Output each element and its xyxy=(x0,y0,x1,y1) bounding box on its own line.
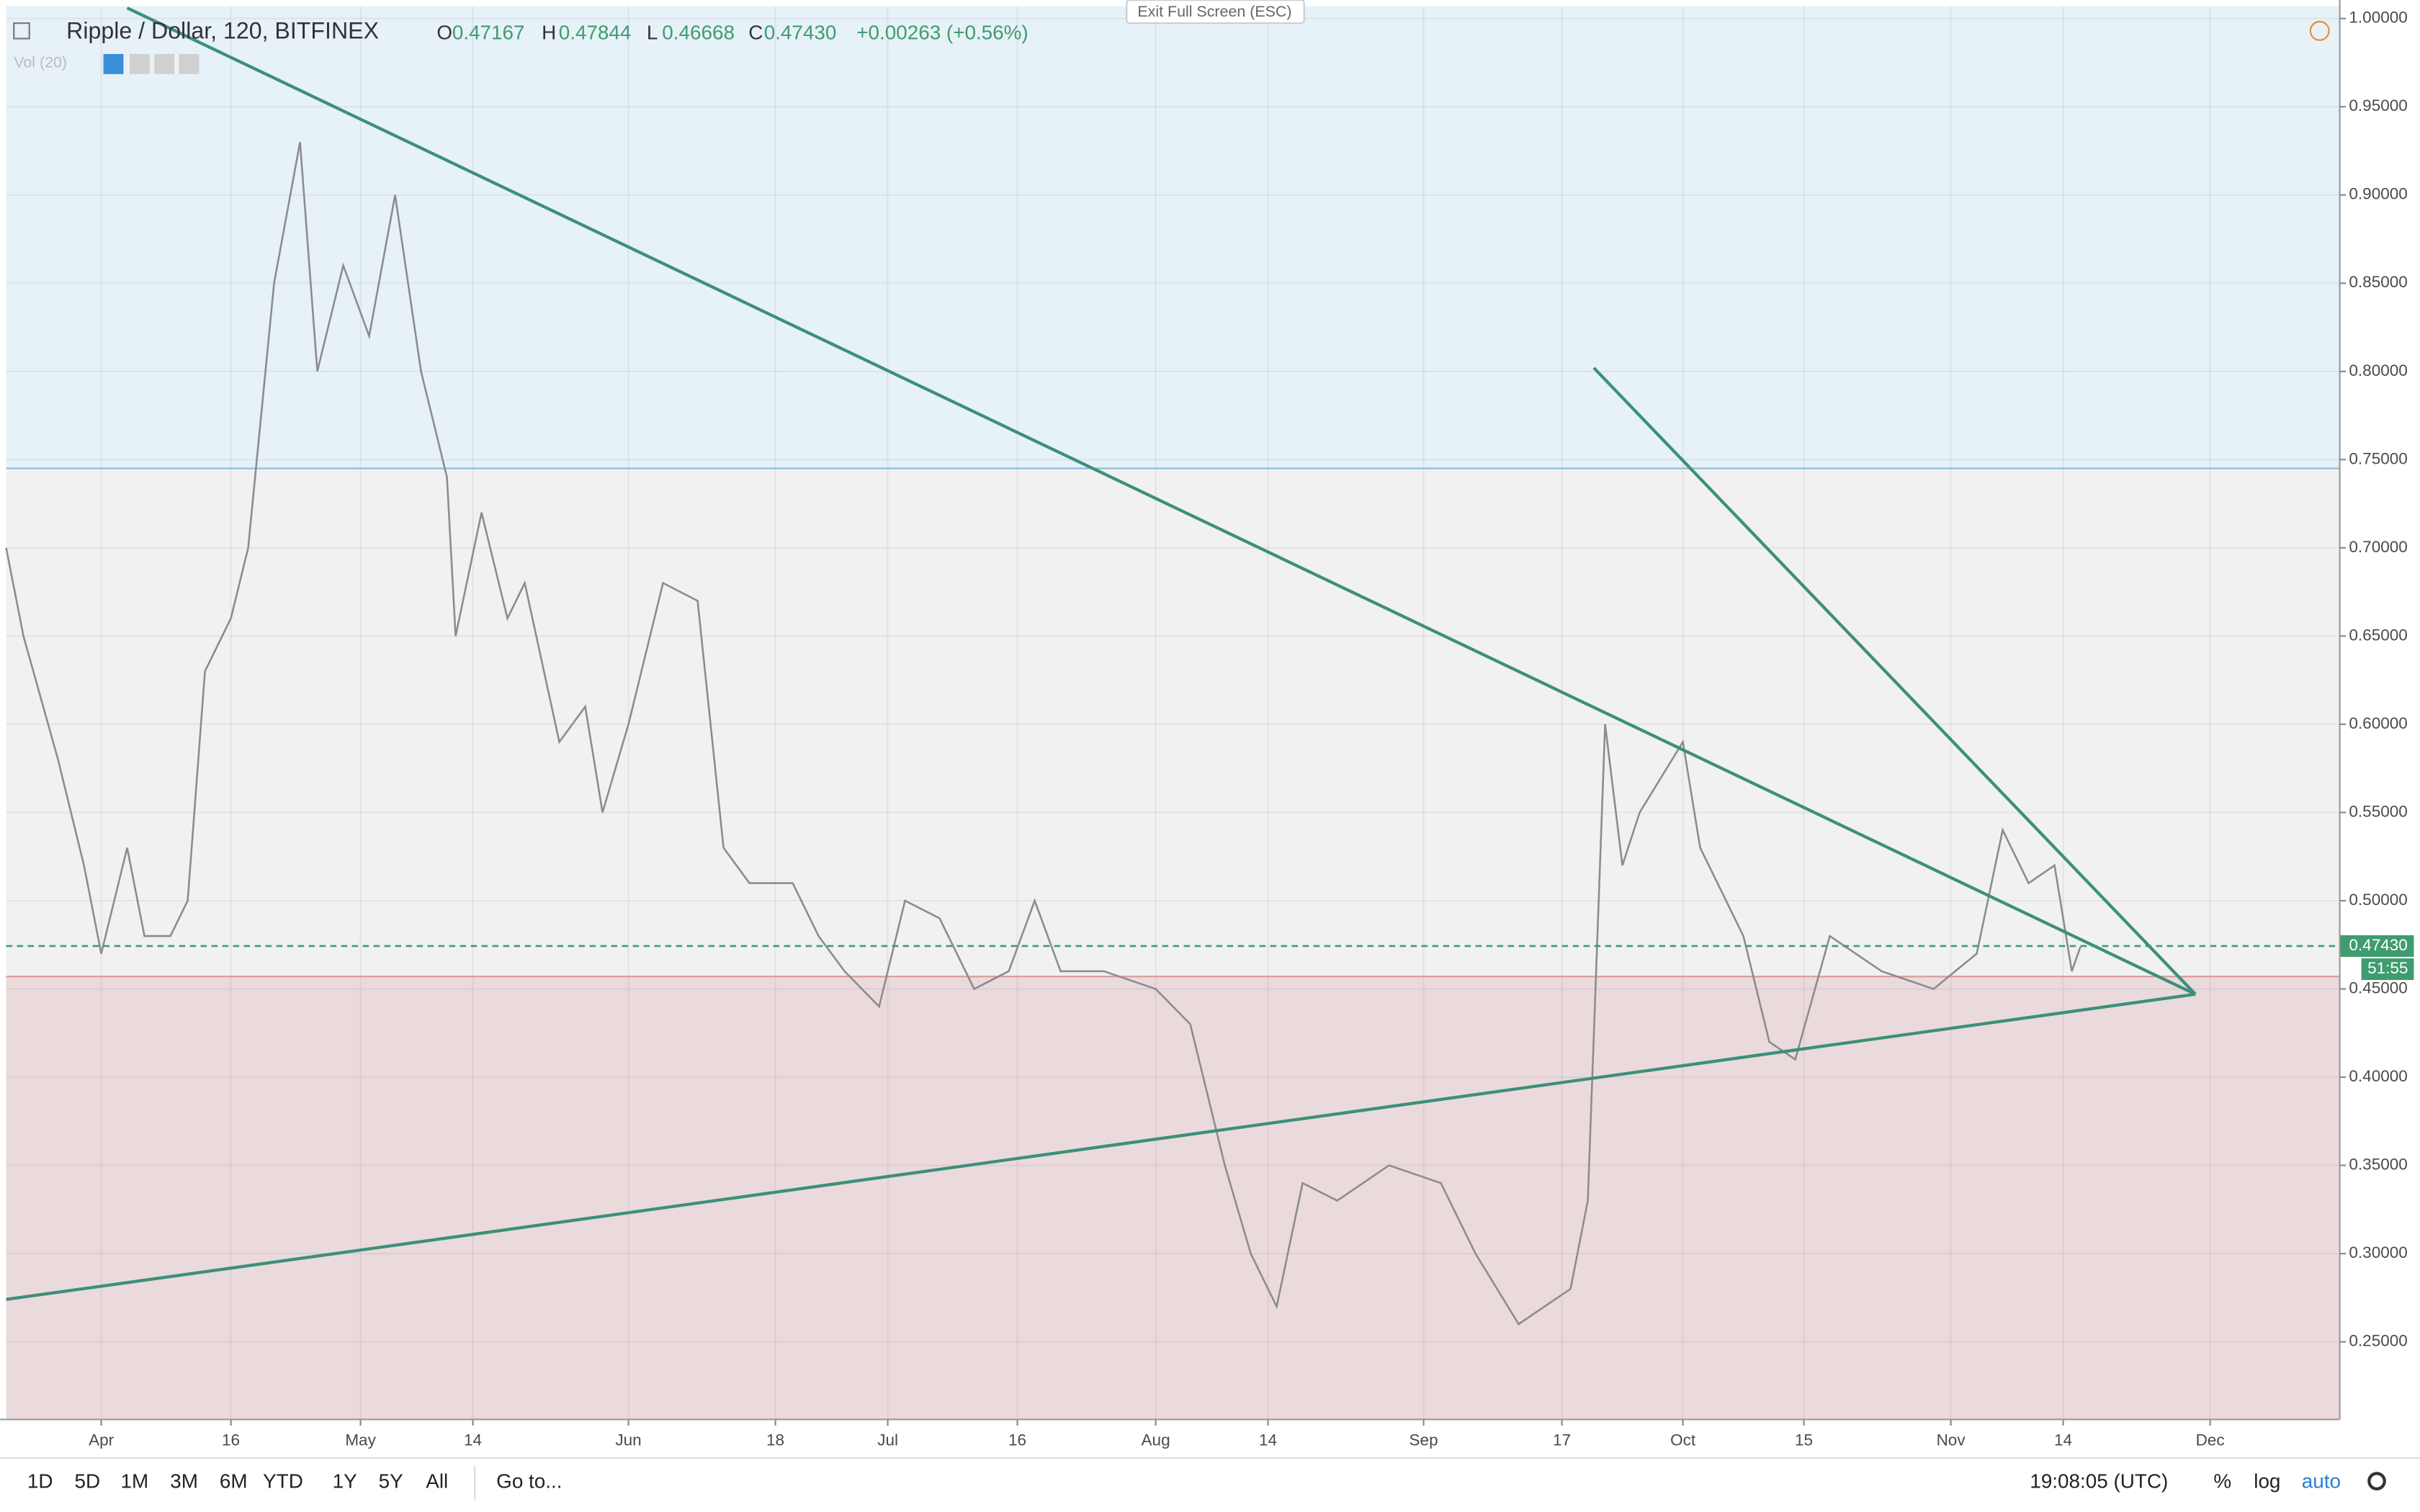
range-button[interactable]: 1M xyxy=(121,1470,149,1493)
x-tick-label: Sep xyxy=(1410,1431,1438,1449)
low: 0.46668 xyxy=(662,22,735,44)
c-label: C xyxy=(748,22,763,44)
auto-button[interactable]: auto xyxy=(2302,1470,2341,1493)
add-icon[interactable] xyxy=(154,54,175,74)
close: 0.47430 xyxy=(764,22,837,44)
range-button[interactable]: 5D xyxy=(75,1470,101,1493)
volume-label: Vol (20) xyxy=(14,54,67,71)
l-label: L xyxy=(647,22,658,44)
x-tick-label: 14 xyxy=(464,1431,482,1449)
y-tick-label: 0.70000 xyxy=(2349,538,2407,556)
axes: 0.25000 0.30000 0.35000 0.40000 0.45000 0.500… xyxy=(0,0,2414,1449)
range-button[interactable]: 6M xyxy=(220,1470,248,1493)
range-button[interactable]: All xyxy=(426,1470,448,1493)
x-tick-label: 17 xyxy=(1553,1431,1571,1449)
y-tick-label: 0.30000 xyxy=(2349,1243,2407,1261)
trend-line[interactable] xyxy=(1592,366,2197,996)
range-button[interactable]: 3M xyxy=(170,1470,198,1493)
trend-line[interactable] xyxy=(126,6,2197,996)
x-tick-label: Jul xyxy=(877,1431,898,1449)
y-tick-label: 0.35000 xyxy=(2349,1155,2407,1173)
range-button[interactable]: 5Y xyxy=(379,1470,403,1493)
symbol: Ripple / Dollar, 120, BITFINEX xyxy=(66,17,379,43)
percent-button[interactable]: % xyxy=(2213,1470,2231,1493)
toolbar-buttons: 1D 5D 1M 3M 6M YTD 1Y 5Y All Go to... xyxy=(27,1465,562,1500)
countdown: 51:55 xyxy=(2367,959,2408,977)
x-tick-label: 14 xyxy=(1259,1431,1277,1449)
countdown-box xyxy=(2361,958,2414,981)
range-button[interactable]: 1D xyxy=(27,1470,53,1493)
collapse-icon[interactable] xyxy=(13,22,30,40)
x-tick-label: Apr xyxy=(89,1431,115,1449)
change: +0.00263 (+0.56%) xyxy=(856,22,1028,44)
y-tick-label: 1.00000 xyxy=(2349,9,2407,27)
settings-gear[interactable] xyxy=(2367,1472,2386,1490)
o-label: O xyxy=(436,22,452,44)
last-price-label: 0.47430 xyxy=(2349,936,2407,954)
y-tick-label: 0.50000 xyxy=(2349,891,2407,909)
x-tick-label: 15 xyxy=(1795,1431,1813,1449)
x-tick-label: Jun xyxy=(615,1431,641,1449)
high: 0.47844 xyxy=(559,22,632,44)
close-icon[interactable] xyxy=(179,54,200,74)
plot-area xyxy=(5,6,2340,1420)
log-button[interactable]: log xyxy=(2254,1470,2280,1493)
x-tick-label: Dec xyxy=(2196,1431,2225,1449)
x-tick-label: 16 xyxy=(222,1431,240,1449)
bottom-toolbar xyxy=(0,1458,2420,1512)
zone-bottom xyxy=(6,976,2340,1420)
exit-text[interactable]: Exit Full Screen (ESC) xyxy=(1137,3,1291,20)
h-label: H xyxy=(542,22,556,44)
x-tick-label: 14 xyxy=(2054,1431,2072,1449)
settings-icon[interactable] xyxy=(130,54,150,74)
x-tick-label: 18 xyxy=(766,1431,784,1449)
zone-middle xyxy=(6,468,2340,977)
x-tick-label: Oct xyxy=(1670,1431,1696,1449)
x-tick-label: 16 xyxy=(1008,1431,1026,1449)
y-tick-label: 0.75000 xyxy=(2349,449,2407,467)
goto-button[interactable]: Go to... xyxy=(496,1470,562,1493)
x-tick-label: May xyxy=(345,1431,376,1449)
y-tick-label: 0.25000 xyxy=(2349,1332,2407,1350)
range-button[interactable]: 1Y xyxy=(333,1470,357,1493)
y-tick-label: 0.90000 xyxy=(2349,185,2407,203)
last-price-box xyxy=(2339,935,2414,957)
y-tick-label: 0.65000 xyxy=(2349,626,2407,644)
y-tick-label: 0.40000 xyxy=(2349,1067,2407,1085)
zone-top xyxy=(6,6,2340,469)
y-tick-label: 0.85000 xyxy=(2349,273,2407,291)
y-tick-label: 0.60000 xyxy=(2349,714,2407,732)
alert-icon[interactable] xyxy=(2309,20,2330,41)
open: 0.47167 xyxy=(452,22,525,44)
y-tick-label: 0.45000 xyxy=(2349,978,2407,996)
trend-line[interactable] xyxy=(6,992,2196,1301)
x-tick-label: Aug xyxy=(1142,1431,1170,1449)
y-tick-label: 0.55000 xyxy=(2349,802,2407,820)
exit-button[interactable] xyxy=(1126,0,1305,24)
price-line xyxy=(5,142,2081,1326)
x-tick-label: Nov xyxy=(1937,1431,1966,1449)
y-tick-label: 0.95000 xyxy=(2349,96,2407,114)
y-tick-label: 0.80000 xyxy=(2349,361,2407,379)
eye-icon[interactable] xyxy=(103,54,124,74)
range-button[interactable]: YTD xyxy=(263,1470,303,1493)
clock: 19:08:05 (UTC) xyxy=(2030,1470,2168,1493)
